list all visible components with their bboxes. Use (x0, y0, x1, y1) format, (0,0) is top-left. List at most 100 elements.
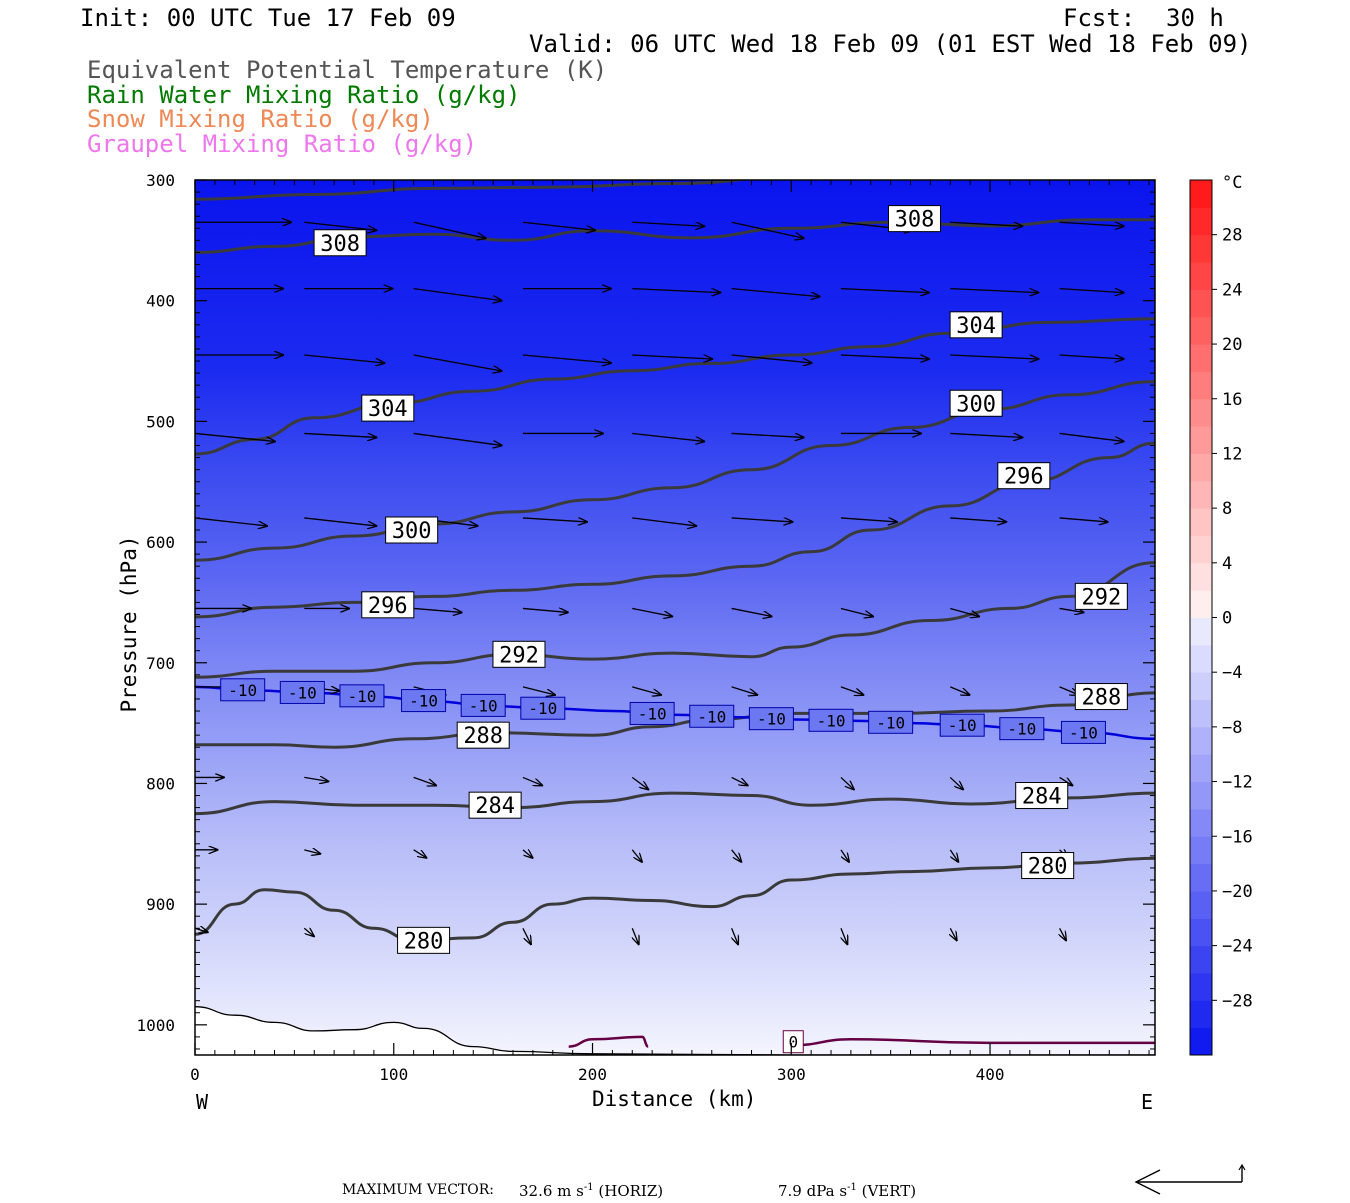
svg-text:296: 296 (368, 594, 408, 619)
wind-vector (840, 849, 849, 862)
wind-vector (413, 849, 427, 858)
colorbar-tick-label: −8 (1222, 718, 1242, 738)
wind-vector (840, 607, 873, 616)
terrain-mask (195, 1006, 1155, 1055)
wind-vector (304, 221, 376, 230)
wind-vector (731, 354, 812, 363)
x-tick-label: 300 (777, 1065, 806, 1084)
wind-vector (632, 607, 672, 616)
wind-vector (840, 287, 929, 293)
valid-time: Valid: 06 UTC Wed 18 Feb 09 (01 EST Wed … (529, 30, 1252, 58)
graupel-contour (568, 1035, 649, 1048)
max-vector-horiz: 32.6 m s-1 (HORIZ) (519, 1176, 663, 1203)
y-tick-label: 800 (146, 774, 175, 793)
fcst-value: 30 h (1166, 4, 1224, 32)
colorbar-segment (1190, 644, 1212, 673)
temperature-label: -10 (460, 693, 506, 717)
theta-e-contour-292 (195, 561, 1155, 679)
wind-vector (841, 928, 847, 944)
theta-e-label: 296 (361, 591, 415, 619)
reference-vector-icon (1134, 1163, 1246, 1195)
wind-vector (731, 432, 804, 437)
colorbar-segment (1190, 234, 1212, 263)
colorbar-segment (1190, 398, 1212, 427)
wind-vector (632, 517, 696, 526)
wind-vector (950, 607, 979, 616)
svg-text:-10: -10 (638, 704, 667, 723)
vert-value: 7.9 dPa s (778, 1182, 848, 1200)
graupel-contour (791, 1038, 1155, 1047)
wind-vector (632, 928, 638, 944)
colorbar-tick-label: 0 (1222, 609, 1232, 629)
y-tick-label: 700 (146, 654, 175, 673)
svg-text:300: 300 (956, 392, 996, 417)
wind-vector (950, 221, 1022, 226)
terrain-boundary (195, 1006, 1155, 1055)
svg-text:-10: -10 (817, 711, 846, 730)
colorbar-segment (1190, 316, 1212, 345)
wind-vector (195, 432, 275, 441)
wind-vector (732, 928, 738, 944)
svg-text:292: 292 (499, 643, 539, 668)
svg-text:-10: -10 (697, 707, 726, 726)
temperature-label: -10 (279, 680, 325, 704)
theta-e-label: 292 (492, 640, 546, 668)
wind-vector (195, 928, 208, 932)
colorbar-tick-label: −20 (1222, 882, 1253, 902)
horiz-tag: (HORIZ) (598, 1182, 664, 1200)
temperature-zero-label: 0 (782, 1030, 804, 1054)
wind-vector (631, 776, 648, 789)
temperature-label: -10 (629, 701, 675, 725)
theta-e-label: 292 (1074, 582, 1128, 610)
svg-text:296: 296 (1004, 465, 1044, 490)
theta-e-label: 288 (456, 721, 510, 749)
legend-theta-e: Equivalent Potential Temperature (K) (87, 56, 608, 84)
svg-text:280: 280 (404, 929, 444, 954)
legend-snow: Snow Mixing Ratio (g/kg) (87, 105, 434, 133)
x-axis-right-end: E (1141, 1090, 1154, 1114)
wind-vector (632, 287, 720, 293)
svg-text:288: 288 (463, 724, 503, 749)
horiz-exp: -1 (583, 1182, 594, 1193)
colorbar-tick-label: 12 (1222, 444, 1242, 464)
terrain-fill (195, 1006, 1155, 1055)
theta-e-label: 280 (397, 926, 451, 954)
colorbar-tick-label: 20 (1222, 335, 1242, 355)
svg-text:280: 280 (1028, 855, 1068, 880)
wind-vector (949, 776, 963, 789)
colorbar-segment (1190, 344, 1212, 372)
wind-vector (1059, 608, 1084, 612)
wind-vector (950, 517, 1006, 522)
temperature-fill-field (195, 180, 1155, 1055)
svg-text:-10: -10 (1069, 723, 1098, 742)
wind-vector (632, 432, 704, 441)
wind-vector (731, 221, 804, 238)
colorbar-segment (1190, 371, 1212, 400)
colorbar-segment (1190, 617, 1212, 646)
wind-vector (840, 354, 929, 359)
theta-e-label: 288 (1074, 683, 1128, 711)
colorbar-segment (1190, 1027, 1212, 1056)
colorbar-segment (1190, 945, 1212, 974)
x-tick-label: 0 (190, 1065, 200, 1084)
svg-text:-10: -10 (1007, 720, 1036, 739)
y-tick-label: 1000 (136, 1016, 175, 1035)
colorbar-tick-label: −16 (1222, 827, 1253, 847)
wind-vector (1060, 927, 1066, 940)
wind-vector (950, 686, 969, 695)
colorbar-segment (1190, 918, 1212, 947)
wind-vector (522, 927, 531, 944)
wind-vector (950, 927, 956, 940)
svg-text:-10: -10 (469, 696, 498, 715)
wind-vector (1059, 287, 1124, 293)
colorbar-segment (1190, 508, 1212, 536)
wind-vector (950, 287, 1038, 293)
wind-vector (522, 608, 568, 612)
temperature-label: -10 (868, 710, 914, 734)
y-axis-title: Pressure (hPa) (117, 535, 141, 713)
colorbar-segment (1190, 180, 1212, 208)
legend-graupel: Graupel Mixing Ratio (g/kg) (87, 130, 478, 158)
wind-vector (304, 432, 376, 437)
temperature-label: -10 (520, 696, 566, 720)
wind-vector (731, 849, 742, 862)
